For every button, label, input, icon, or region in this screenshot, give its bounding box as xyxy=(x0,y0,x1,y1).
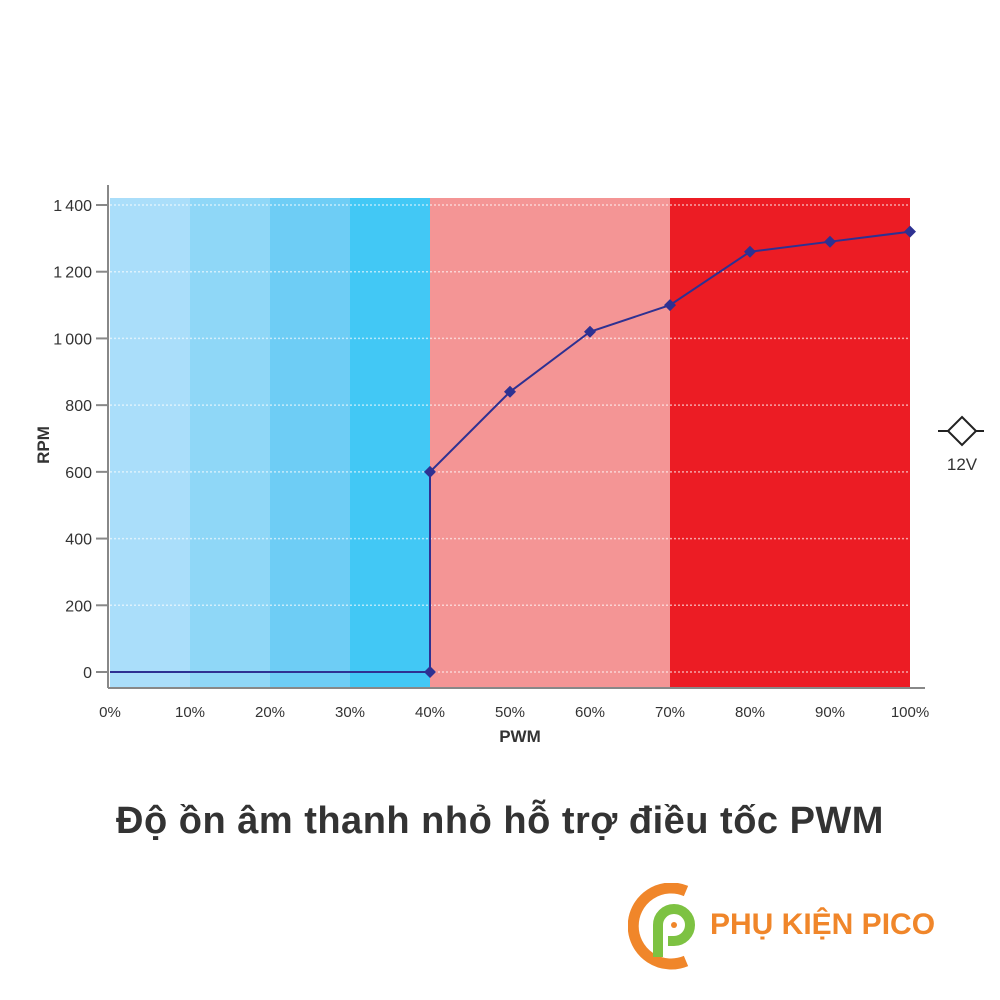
data-point-marker xyxy=(744,245,756,258)
data-point-marker xyxy=(664,299,676,312)
background-band xyxy=(190,198,270,688)
data-point-marker xyxy=(424,465,436,478)
data-point-marker xyxy=(904,225,916,238)
caption: Độ ồn âm thanh nhỏ hỗ trợ điều tốc PWM xyxy=(116,800,884,842)
data-point-marker xyxy=(824,235,836,248)
y-tick-label: 0 xyxy=(83,665,92,682)
background-band xyxy=(670,198,910,688)
legend-label: 12V xyxy=(947,455,978,474)
x-tick-label: 70% xyxy=(655,704,685,721)
brand-name: PHỤ KIỆN PICO xyxy=(710,908,936,941)
x-tick-label: 60% xyxy=(575,704,605,721)
y-axis-label: RPM xyxy=(34,426,53,464)
x-tick-label: 50% xyxy=(495,704,525,721)
data-point-marker xyxy=(584,325,596,338)
y-tick-label: 1 400 xyxy=(53,198,92,215)
background-band xyxy=(350,198,430,688)
brand-logo-icon xyxy=(628,883,695,970)
y-tick-label: 1 200 xyxy=(53,265,92,282)
x-tick-label: 0% xyxy=(99,704,121,721)
y-tick-label: 1 000 xyxy=(53,331,92,348)
background-band xyxy=(430,198,670,688)
y-tick-label: 800 xyxy=(65,398,92,415)
x-tick-label: 10% xyxy=(175,704,205,721)
data-point-marker xyxy=(424,666,436,678)
x-axis-label: PWM xyxy=(499,727,541,746)
x-tick-label: 20% xyxy=(255,704,285,721)
x-tick-label: 80% xyxy=(735,704,765,721)
x-tick-label: 30% xyxy=(335,704,365,721)
rpm-pwm-chart: 0 200 400 600 800 1 000 1 200 1 400 0% 10% 20% 30%… xyxy=(34,185,984,746)
x-tick-label: 90% xyxy=(815,704,845,721)
legend: 12V xyxy=(938,415,984,474)
data-point-marker xyxy=(504,385,516,398)
y-tick-label: 200 xyxy=(65,598,92,615)
x-tick-label: 100% xyxy=(891,704,929,721)
x-tick-label: 40% xyxy=(415,704,445,721)
background-band xyxy=(110,198,190,688)
diamond-line-icon xyxy=(946,415,978,447)
background-band xyxy=(270,198,350,688)
y-tick-label: 600 xyxy=(65,465,92,482)
y-tick-label: 400 xyxy=(65,532,92,549)
